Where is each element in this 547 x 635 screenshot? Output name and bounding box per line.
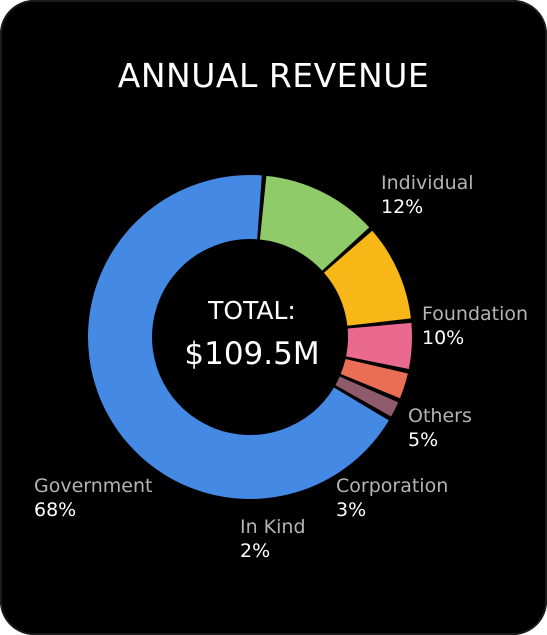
label-in-kind-name: In Kind [240,516,306,538]
slice-foundation [323,230,411,326]
total-label: TOTAL: [208,296,296,325]
label-individual-name: Individual [381,172,474,194]
label-foundation: Foundation 10% [422,302,528,350]
slice-corporation [340,359,408,399]
label-others-name: Others [408,405,472,427]
label-in-kind: In Kind 2% [240,515,306,563]
label-individual-pct: 12% [381,196,424,218]
label-corporation: Corporation 3% [336,474,448,522]
label-government: Government 68% [34,474,153,522]
slice-government [88,175,389,500]
chart-title: ANNUAL REVENUE [117,56,430,95]
label-foundation-name: Foundation [422,303,529,325]
label-individual: Individual 12% [381,171,474,219]
label-others-pct: 5% [408,429,439,451]
slice-in-kind [335,376,399,417]
label-others: Others 5% [408,404,472,452]
slice-individual [259,175,370,271]
slice-others [346,322,412,370]
total-value: $109.5M [184,336,320,372]
label-government-pct: 68% [34,499,77,521]
label-corporation-pct: 3% [336,499,367,521]
label-in-kind-pct: 2% [240,540,271,562]
label-government-name: Government [34,475,153,497]
label-corporation-name: Corporation [336,475,449,497]
label-foundation-pct: 10% [422,327,465,349]
